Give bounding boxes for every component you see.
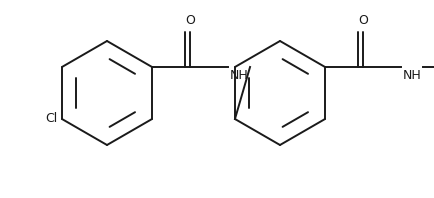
Text: O: O	[358, 14, 368, 27]
Text: Cl: Cl	[46, 112, 58, 126]
Text: NH: NH	[403, 69, 422, 82]
Text: NH: NH	[230, 69, 249, 82]
Text: O: O	[185, 14, 195, 27]
